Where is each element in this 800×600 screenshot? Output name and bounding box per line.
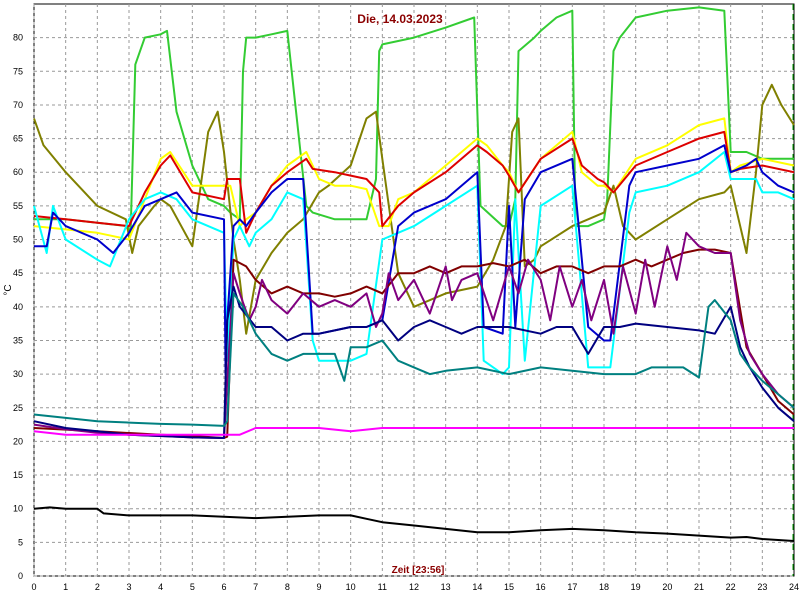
- series-line-8: [33, 231, 795, 439]
- y-tick-label: 50: [13, 235, 23, 245]
- series-line-1: [34, 6, 794, 234]
- axis-ticks: 0 1 2 3 4 5 6 7 8 9 10 11 12 13 14 15 16 17 18 19 20 21 22 23 24…: [13, 33, 799, 592]
- y-tick-label: 70: [13, 100, 23, 110]
- series-line-9: [33, 285, 795, 439]
- y-tick-label: 65: [13, 134, 23, 144]
- x-tick-label: 5: [190, 582, 195, 592]
- x-tick-label: 1: [63, 582, 68, 592]
- y-tick-label: 5: [18, 537, 23, 547]
- y-tick-label: 75: [13, 66, 23, 76]
- y-tick-label: 80: [13, 33, 23, 43]
- x-tick-label: 2: [95, 582, 100, 592]
- x-tick-label: 13: [441, 582, 451, 592]
- y-tick-label: 0: [18, 571, 23, 581]
- y-tick-label: 55: [13, 201, 23, 211]
- x-tick-label: 7: [253, 582, 258, 592]
- x-axis-label: Zeit [23:56]: [392, 565, 445, 576]
- y-tick-label: 30: [13, 369, 23, 379]
- x-tick-label: 24: [789, 582, 799, 592]
- y-tick-label: 40: [13, 302, 23, 312]
- x-tick-label: 23: [757, 582, 767, 592]
- x-tick-label: 8: [285, 582, 290, 592]
- series-line-12: [33, 506, 795, 542]
- y-tick-label: 35: [13, 335, 23, 345]
- x-tick-label: 19: [631, 582, 641, 592]
- y-axis-label: °C: [3, 284, 14, 295]
- x-tick-label: 3: [126, 582, 131, 592]
- y-tick-label: 15: [13, 470, 23, 480]
- series-line-10: [33, 292, 795, 427]
- series-line-4: [33, 130, 795, 234]
- series-line-2: [33, 83, 795, 335]
- series-line-11: [33, 427, 794, 436]
- x-tick-label: 18: [599, 582, 609, 592]
- x-tick-label: 11: [378, 582, 387, 592]
- grid-lines: [33, 3, 795, 577]
- x-tick-label: 4: [158, 582, 163, 592]
- y-tick-label: 25: [13, 403, 23, 413]
- x-tick-label: 9: [316, 582, 321, 592]
- series-line-7: [33, 248, 795, 439]
- x-tick-label: 10: [346, 582, 356, 592]
- y-tick-label: 20: [13, 436, 23, 446]
- x-tick-label: 20: [662, 582, 672, 592]
- y-tick-label: 60: [13, 167, 23, 177]
- x-tick-label: 15: [504, 582, 514, 592]
- x-tick-label: 17: [567, 582, 577, 592]
- x-tick-label: 6: [221, 582, 226, 592]
- x-tick-label: 12: [409, 582, 419, 592]
- x-tick-label: 16: [536, 582, 546, 592]
- x-tick-label: 21: [694, 582, 704, 592]
- y-tick-label: 45: [13, 268, 23, 278]
- x-tick-label: 22: [726, 582, 736, 592]
- series-lines: [33, 6, 795, 542]
- x-tick-label: 14: [472, 582, 482, 592]
- series-line-5: [33, 151, 795, 376]
- x-tick-label: 0: [31, 582, 36, 592]
- y-tick-label: 10: [13, 504, 23, 514]
- chart-title: Die, 14.03.2023: [357, 12, 443, 26]
